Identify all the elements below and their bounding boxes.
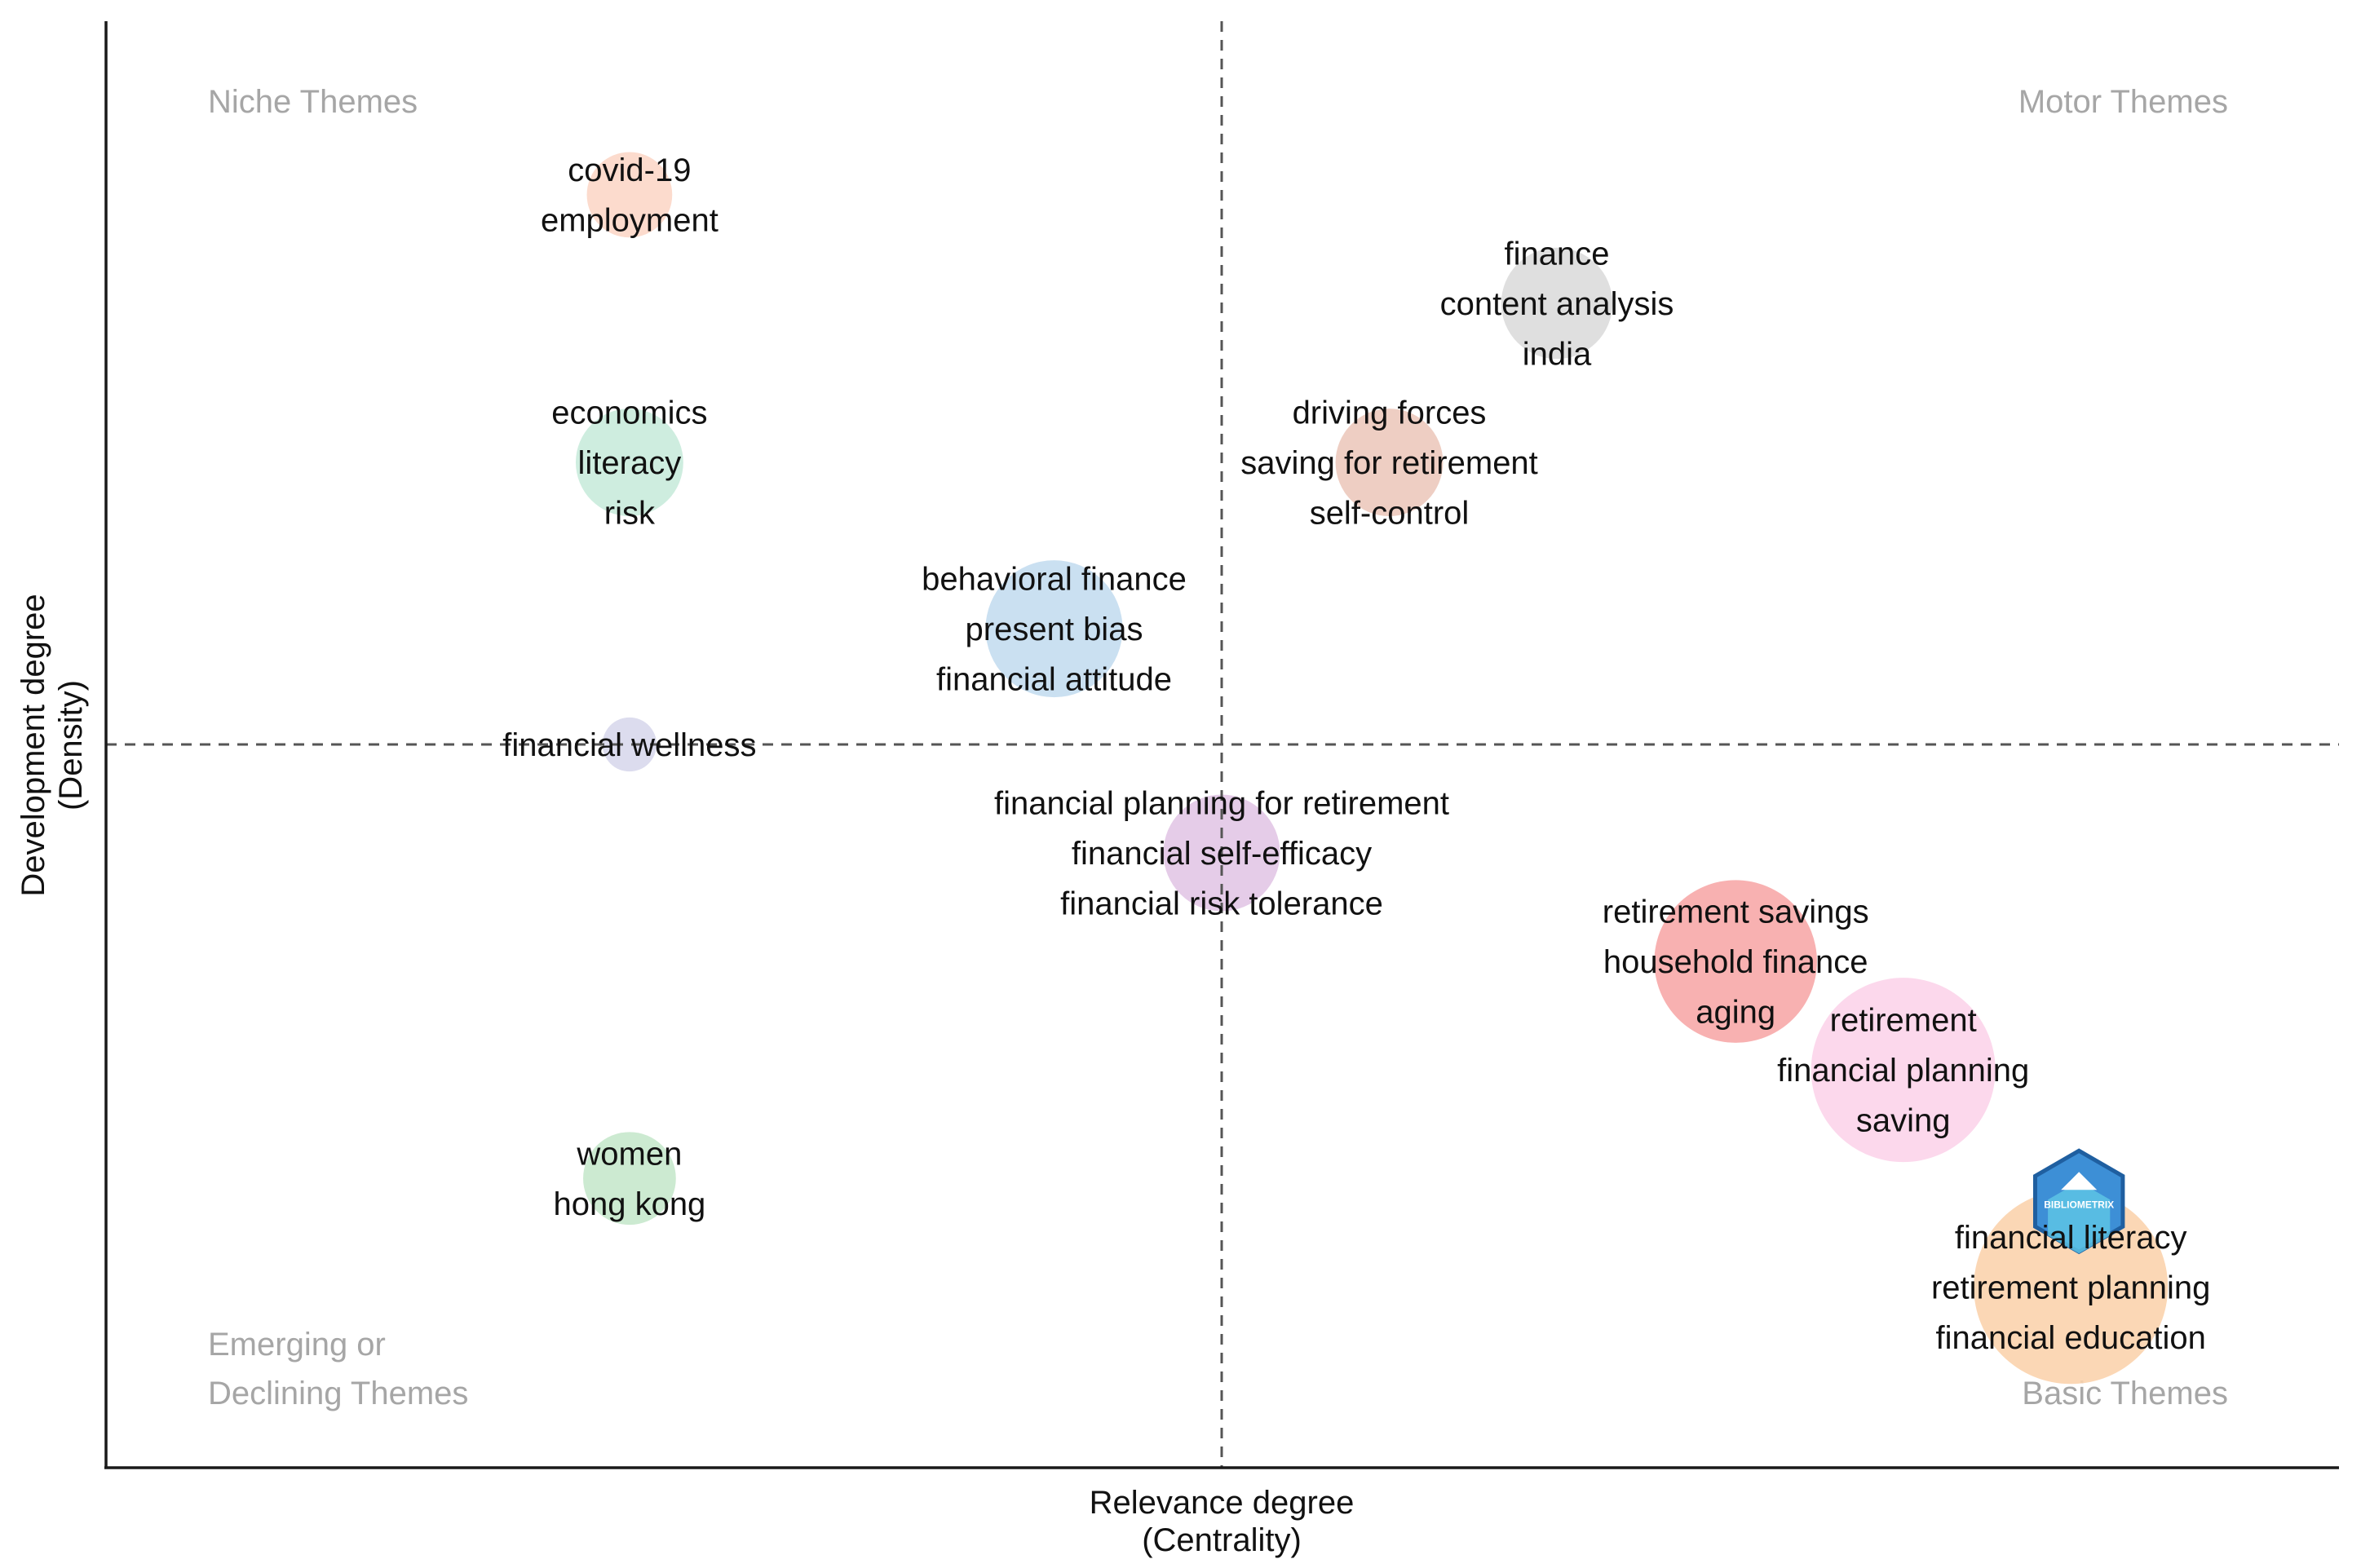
axis-titles: Relevance degree (Centrality) Developmen… (15, 594, 1354, 1558)
cluster-label-savings: household finance (1603, 944, 1868, 980)
cluster-bubble-driving (1335, 409, 1444, 516)
cluster-label-behavioral: financial attitude (936, 662, 1172, 698)
cluster-label-planning-ret: financial risk tolerance (1060, 886, 1383, 922)
x-axis-title: Relevance degree (1090, 1485, 1355, 1521)
cluster-label-economics: literacy (578, 445, 682, 481)
quadrant-labels: Niche Themes Motor Themes Emerging or Decli… (208, 84, 2228, 1411)
cluster-label-literacy: retirement planning (1931, 1270, 2210, 1305)
quadrant-label-motor: Motor Themes (2018, 84, 2228, 120)
cluster-label-finance: finance (1505, 236, 1610, 272)
cluster-label-covid: covid-19 (568, 152, 691, 188)
x-axis-subtitle: (Centrality) (1142, 1522, 1302, 1558)
cluster-label-driving: driving forces (1293, 395, 1487, 431)
cluster-label-retirement: saving (1856, 1103, 1951, 1139)
cluster-bubble-wellness (602, 717, 657, 772)
cluster-bubble-behavioral (985, 560, 1123, 698)
cluster-labels: covid-19 employment finance content analysi… (502, 152, 2210, 1356)
cluster-label-planning-ret: financial planning for retirement (994, 786, 1449, 822)
cluster-bubble-literacy (1974, 1190, 2169, 1385)
cluster-label-driving: saving for retirement (1240, 445, 1538, 481)
cluster-label-behavioral: present bias (966, 612, 1143, 647)
cluster-label-retirement: retirement (1830, 1003, 1977, 1039)
cluster-label-finance: content analysis (1440, 286, 1674, 322)
axes (104, 21, 2339, 1469)
y-axis-subtitle: (Density) (53, 680, 89, 811)
cluster-label-economics: risk (604, 496, 656, 532)
cluster-bubble-finance (1501, 247, 1613, 360)
quadrant-label-emerging: Declining Themes (208, 1376, 468, 1411)
cluster-label-savings: retirement savings (1603, 894, 1869, 930)
cluster-label-covid: employment (541, 203, 718, 239)
quadrant-label-niche: Niche Themes (208, 84, 418, 120)
cluster-label-women: hong kong (553, 1186, 705, 1222)
cluster-label-retirement: financial planning (1777, 1053, 2029, 1089)
cluster-label-literacy: financial education (1936, 1320, 2206, 1356)
cluster-bubbles (575, 152, 2169, 1385)
watermark-logo-roof (2061, 1172, 2098, 1190)
cluster-bubble-covid (586, 152, 673, 238)
reference-lines (106, 21, 2339, 1468)
cluster-label-behavioral: behavioral finance (922, 562, 1187, 598)
watermark-logo-inner (2048, 1182, 2111, 1254)
cluster-bubble-economics (575, 409, 683, 516)
cluster-label-literacy: financial literacy (1955, 1220, 2187, 1256)
cluster-label-women: women (576, 1136, 682, 1172)
quadrant-label-emerging: Emerging or (208, 1327, 386, 1363)
cluster-bubble-women (583, 1132, 676, 1226)
cluster-label-driving: self-control (1310, 496, 1470, 532)
cluster-label-planning-ret: financial self-efficacy (1072, 836, 1372, 872)
cluster-bubble-savings (1654, 880, 1817, 1043)
cluster-label-finance: india (1523, 336, 1592, 372)
watermark-logo-text: BIBLIOMETRIX (2044, 1199, 2114, 1210)
cluster-label-economics: economics (551, 395, 707, 431)
cluster-bubble-retirement (1811, 978, 1996, 1163)
watermark: BIBLIOMETRIX (2033, 1148, 2125, 1255)
cluster-label-wellness: financial wellness (502, 727, 756, 763)
y-axis-title: Development degree (15, 594, 51, 896)
cluster-label-savings: aging (1696, 995, 1775, 1031)
